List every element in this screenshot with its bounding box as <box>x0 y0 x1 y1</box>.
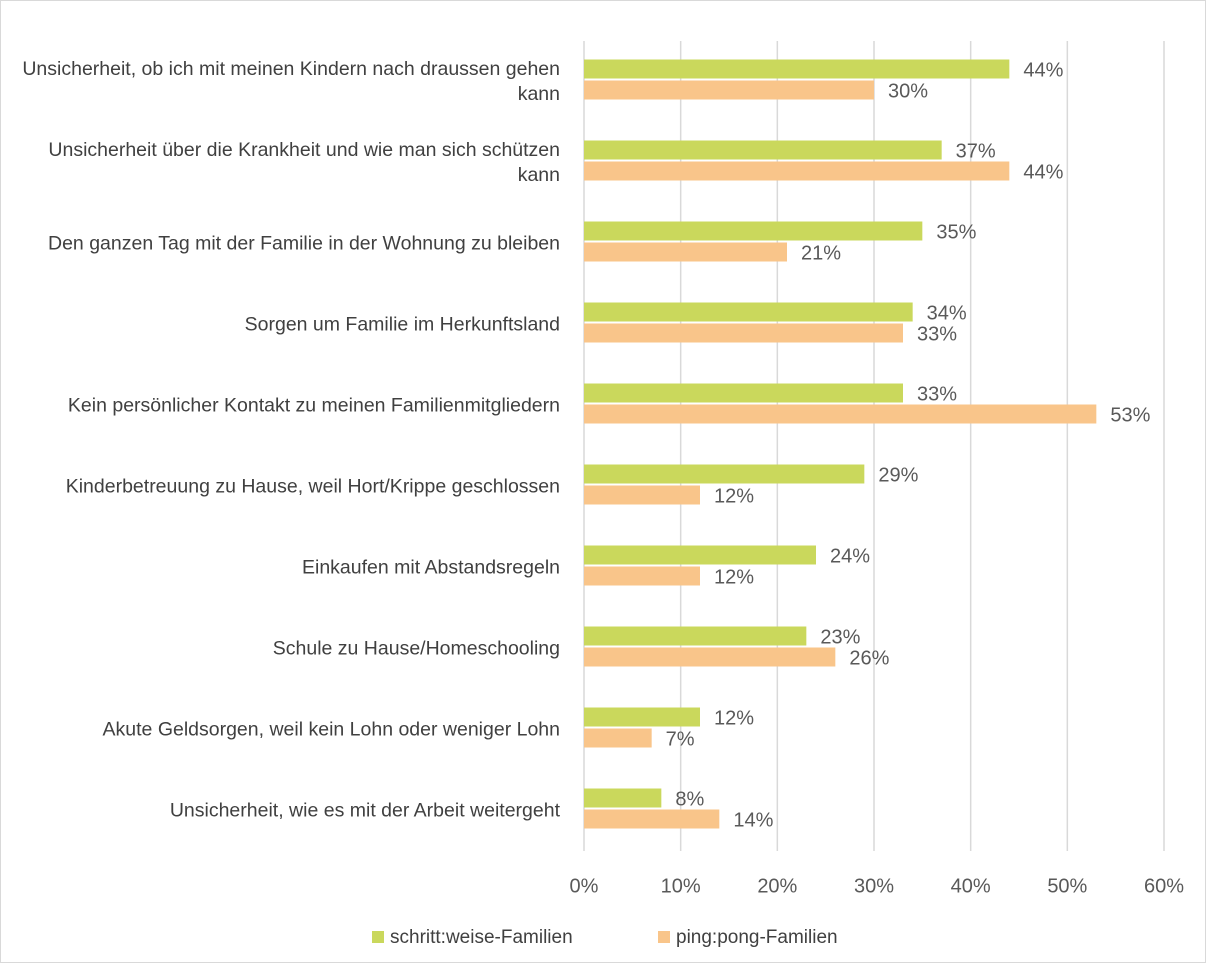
bar <box>584 647 836 667</box>
bar <box>584 59 1010 79</box>
legend-swatch <box>658 931 670 943</box>
value-label: 44% <box>1023 59 1063 81</box>
bar <box>584 242 787 262</box>
value-label: 7% <box>666 728 695 750</box>
legend-swatch <box>372 931 384 943</box>
bar <box>584 80 874 100</box>
value-label: 35% <box>936 221 976 243</box>
value-label: 30% <box>888 80 928 102</box>
bar <box>584 707 700 727</box>
bar <box>584 545 816 565</box>
bar <box>584 221 923 241</box>
category-label: Sorgen um Familie im Herkunftsland <box>244 313 560 335</box>
value-label: 12% <box>714 566 754 588</box>
x-tick-label: 10% <box>661 875 701 897</box>
bar <box>584 383 903 403</box>
category-label: Unsicherheit über die Krankheit und wie … <box>48 138 560 186</box>
value-label: 24% <box>830 545 870 567</box>
bar <box>584 302 913 322</box>
value-label: 21% <box>801 242 841 264</box>
value-label: 44% <box>1023 161 1063 183</box>
value-label: 23% <box>820 626 860 648</box>
category-label: Schule zu Hause/Homeschooling <box>272 637 560 659</box>
value-label: 29% <box>878 464 918 486</box>
value-label: 8% <box>675 788 704 810</box>
bar <box>584 161 1010 181</box>
value-label: 14% <box>733 809 773 831</box>
value-label: 26% <box>849 647 889 669</box>
category-label: Den ganzen Tag mit der Familie in der Wo… <box>48 232 560 254</box>
category-label: Kein persönlicher Kontakt zu meinen Fami… <box>67 394 560 416</box>
legend-label: ping:pong-Familien <box>676 927 838 948</box>
bar <box>584 809 720 829</box>
category-label: Akute Geldsorgen, weil kein Lohn oder we… <box>102 718 560 740</box>
value-label: 53% <box>1110 404 1150 426</box>
value-label: 33% <box>917 383 957 405</box>
value-label: 12% <box>714 485 754 507</box>
value-label: 12% <box>714 707 754 729</box>
legend-label: schritt:weise-Familien <box>390 927 573 948</box>
bar <box>584 140 942 160</box>
x-tick-label: 50% <box>1047 875 1087 897</box>
category-label: Unsicherheit, ob ich mit meinen Kindern … <box>22 57 560 105</box>
bar <box>584 404 1097 424</box>
bar <box>584 626 807 646</box>
value-label: 33% <box>917 323 957 345</box>
bar <box>584 464 865 484</box>
x-tick-label: 20% <box>757 875 797 897</box>
category-label: Unsicherheit, wie es mit der Arbeit weit… <box>169 799 560 821</box>
x-tick-label: 0% <box>570 875 599 897</box>
category-label: Einkaufen mit Abstandsregeln <box>302 556 560 578</box>
bar <box>584 485 700 505</box>
bar <box>584 323 903 343</box>
category-label: Kinderbetreuung zu Hause, weil Hort/Krip… <box>65 475 560 497</box>
value-label: 37% <box>956 140 996 162</box>
value-label: 34% <box>927 302 967 324</box>
bar <box>584 566 700 586</box>
bar <box>584 788 662 808</box>
bar <box>584 728 652 748</box>
x-tick-label: 30% <box>854 875 894 897</box>
x-tick-label: 60% <box>1144 875 1184 897</box>
x-tick-label: 40% <box>951 875 991 897</box>
